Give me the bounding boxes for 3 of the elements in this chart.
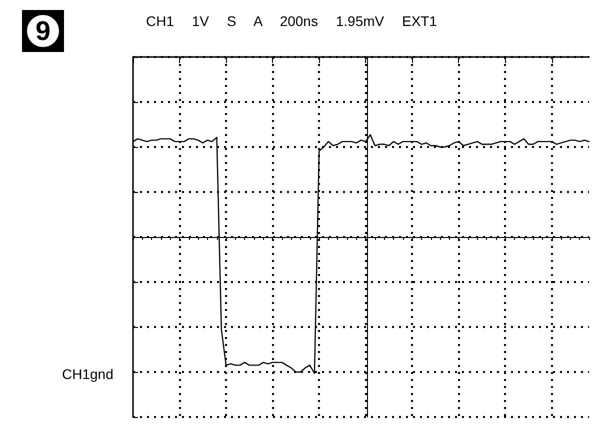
square-circle-badge: 9	[22, 10, 64, 52]
chart-title: CH1 1V S A 200ns 1.95mV EXT1	[146, 13, 438, 29]
text: CH1gnd	[62, 366, 114, 382]
